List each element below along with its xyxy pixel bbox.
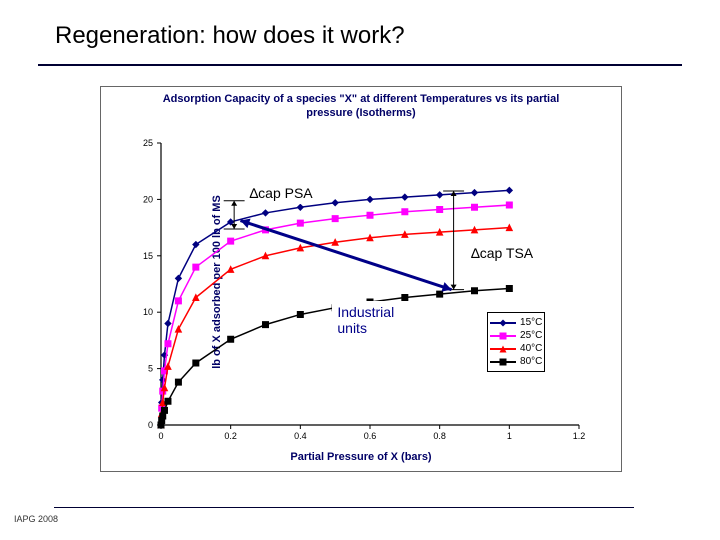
legend-item: 80°C: [490, 355, 542, 368]
chart-title: Adsorption Capacity of a species "X" at …: [101, 93, 621, 121]
footer-rule: [54, 507, 634, 508]
callout-industrial-line1: Industrial: [337, 304, 394, 320]
svg-text:10: 10: [143, 307, 153, 317]
callout-industrial-line2: units: [337, 320, 367, 336]
svg-text:0: 0: [148, 420, 153, 430]
legend-item: 25°C: [490, 329, 542, 342]
plot-area: 00.20.40.60.811.20510152025 ∆cap PSA ∆ca…: [161, 143, 579, 425]
svg-text:0: 0: [158, 431, 163, 441]
legend-label: 80°C: [520, 356, 542, 367]
callout-delta-cap-tsa: ∆cap TSA: [466, 242, 538, 264]
chart-frame: Adsorption Capacity of a species "X" at …: [100, 86, 622, 472]
chart-xlabel: Partial Pressure of X (bars): [101, 451, 621, 463]
svg-text:20: 20: [143, 194, 153, 204]
chart-title-line1: Adsorption Capacity of a species "X" at …: [163, 93, 560, 105]
callout-delta-cap-psa: ∆cap PSA: [245, 182, 318, 204]
callout-industrial-units: Industrial units: [332, 301, 399, 339]
chart-legend: 15°C 25°C 40°C 80°C: [487, 312, 545, 372]
legend-item: 15°C: [490, 316, 542, 329]
title-underline: [38, 64, 682, 66]
svg-text:0.6: 0.6: [364, 431, 377, 441]
svg-text:0.8: 0.8: [433, 431, 446, 441]
slide-title: Regeneration: how does it work?: [55, 22, 405, 50]
svg-text:0.4: 0.4: [294, 431, 307, 441]
svg-text:15: 15: [143, 251, 153, 261]
svg-text:0.2: 0.2: [224, 431, 237, 441]
svg-text:1.2: 1.2: [573, 431, 586, 441]
legend-item: 40°C: [490, 342, 542, 355]
legend-label: 15°C: [520, 317, 542, 328]
svg-text:1: 1: [507, 431, 512, 441]
legend-label: 25°C: [520, 330, 542, 341]
legend-label: 40°C: [520, 343, 542, 354]
svg-text:25: 25: [143, 138, 153, 148]
slide-root: Regeneration: how does it work? Adsorpti…: [0, 0, 720, 540]
svg-text:5: 5: [148, 364, 153, 374]
chart-title-line2: pressure (Isotherms): [306, 107, 415, 119]
plot-svg: 00.20.40.60.811.20510152025: [161, 143, 579, 425]
footer-text: IAPG 2008: [14, 514, 58, 524]
